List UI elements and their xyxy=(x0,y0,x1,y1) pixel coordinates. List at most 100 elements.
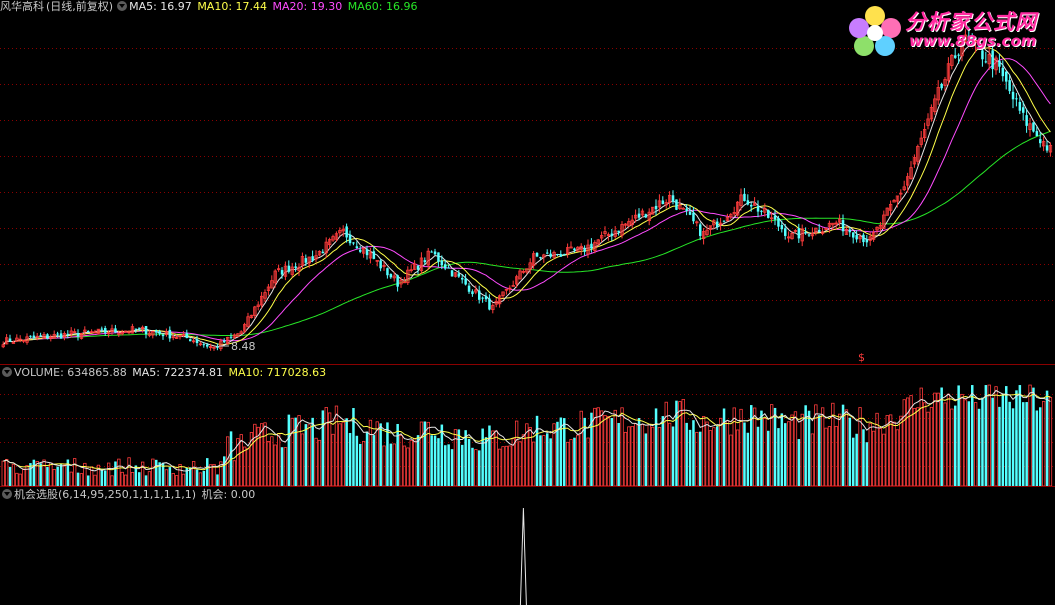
volume-bar-up xyxy=(35,461,39,487)
volume-bar-up xyxy=(664,401,668,487)
candle-body-up xyxy=(174,337,179,339)
candle-body-up xyxy=(110,328,114,333)
volume-bar-up xyxy=(627,426,631,487)
volume-bar-down xyxy=(46,466,49,486)
logo-url: www.88gs.com xyxy=(909,32,1037,50)
volume-bar-up xyxy=(124,474,128,487)
candle-body-up xyxy=(79,332,84,339)
candle-body-down xyxy=(467,285,471,292)
indicator-line xyxy=(519,507,527,605)
candle-body-down xyxy=(29,335,32,337)
candle-body-up xyxy=(83,329,87,332)
candle-body-up xyxy=(93,331,97,334)
candle-body-up xyxy=(770,217,774,220)
volume-bar-down xyxy=(675,400,678,486)
volume-bar-up xyxy=(147,471,152,487)
candle-body-down xyxy=(8,338,12,342)
candle-body-down xyxy=(481,297,484,299)
candle-body-down xyxy=(1045,145,1049,151)
candle-body-up xyxy=(5,337,9,345)
volume-bar-down xyxy=(556,421,559,486)
volume-bar-up xyxy=(93,474,97,487)
candle-body-up xyxy=(239,331,243,335)
volume-bar-down xyxy=(345,418,348,486)
volume-bar-down xyxy=(478,450,481,486)
volume-bar-up xyxy=(596,407,600,487)
candle-body-up xyxy=(566,247,570,255)
volume-bar-up xyxy=(606,415,611,487)
volume-bar-down xyxy=(685,422,688,486)
candle-body-up xyxy=(532,253,536,266)
candle-body-down xyxy=(461,277,464,280)
candle-body-down xyxy=(756,206,760,212)
candle-body-up xyxy=(52,333,56,339)
volume-bar-up xyxy=(521,434,526,487)
volume-bar-up xyxy=(681,398,685,487)
volume-bar-down xyxy=(481,428,484,486)
candle-body-up xyxy=(151,331,155,336)
candle-body-up xyxy=(943,79,947,86)
candle-body-up xyxy=(885,207,889,216)
volume-bar-up xyxy=(69,471,73,487)
volume-bar-down xyxy=(1011,408,1015,486)
candle-body-up xyxy=(314,255,318,260)
indicator-menu-icon[interactable] xyxy=(2,489,12,499)
candle-body-down xyxy=(202,344,206,346)
candle-body-up xyxy=(117,333,121,335)
candle-body-down xyxy=(675,199,678,210)
candle-body-down xyxy=(1001,67,1005,77)
volume-bar-up xyxy=(712,427,716,487)
volume-bar-down xyxy=(294,417,297,486)
volume-bar-down xyxy=(488,425,491,486)
volume-bar-up xyxy=(1028,384,1032,487)
volume-bar-down xyxy=(195,469,199,486)
candle-body-up xyxy=(960,41,964,57)
volume-bar-up xyxy=(327,412,332,487)
volume-bar-down xyxy=(535,415,539,486)
volume-bar-down xyxy=(971,385,974,486)
volume-bar-up xyxy=(824,427,828,487)
candle-body-down xyxy=(1032,122,1035,132)
panel-menu-icon[interactable] xyxy=(117,1,128,11)
volume-bar-down xyxy=(804,405,807,486)
candle-body-down xyxy=(32,335,36,338)
candle-body-up xyxy=(504,288,509,291)
volume-bar-down xyxy=(654,408,658,486)
candle-body-down xyxy=(971,38,974,43)
volume-bar-up xyxy=(79,473,84,487)
period-label: (日线,前复权) xyxy=(46,0,114,13)
volume-bar-down xyxy=(671,426,675,486)
candle-body-up xyxy=(164,331,169,335)
volume-bar-up xyxy=(62,464,67,487)
candle-body-up xyxy=(576,246,580,252)
volume-bar-up xyxy=(266,441,271,487)
volume-bar-down xyxy=(967,401,971,486)
volume-bar-down xyxy=(396,423,399,486)
volume-ma10-value: MA10: 717028.63 xyxy=(228,366,327,379)
volume-bar-up xyxy=(705,421,709,487)
volume-bar-up xyxy=(263,422,267,487)
volume-bar-up xyxy=(232,460,237,487)
candle-body-up xyxy=(259,295,264,306)
volume-bar-down xyxy=(202,470,206,486)
candle-body-down xyxy=(841,220,845,232)
candle-body-down xyxy=(464,278,467,285)
candle-body-down xyxy=(750,204,753,207)
candle-body-down xyxy=(688,211,692,215)
volume-bar-up xyxy=(542,435,546,487)
candle-body-down xyxy=(716,221,719,228)
candle-body-up xyxy=(62,333,67,338)
candle-body-up xyxy=(763,208,767,213)
candle-body-up xyxy=(341,228,345,232)
candle-body-down xyxy=(760,210,763,212)
candle-body-up xyxy=(276,268,281,271)
volume-bar-up xyxy=(933,392,937,487)
candle-body-up xyxy=(283,265,288,277)
candle-body-down xyxy=(954,55,957,58)
candle-body-down xyxy=(535,252,539,257)
volume-menu-icon[interactable] xyxy=(2,367,12,377)
candle-body-down xyxy=(671,195,675,202)
candle-body-down xyxy=(457,273,461,277)
candle-body-down xyxy=(773,215,777,220)
